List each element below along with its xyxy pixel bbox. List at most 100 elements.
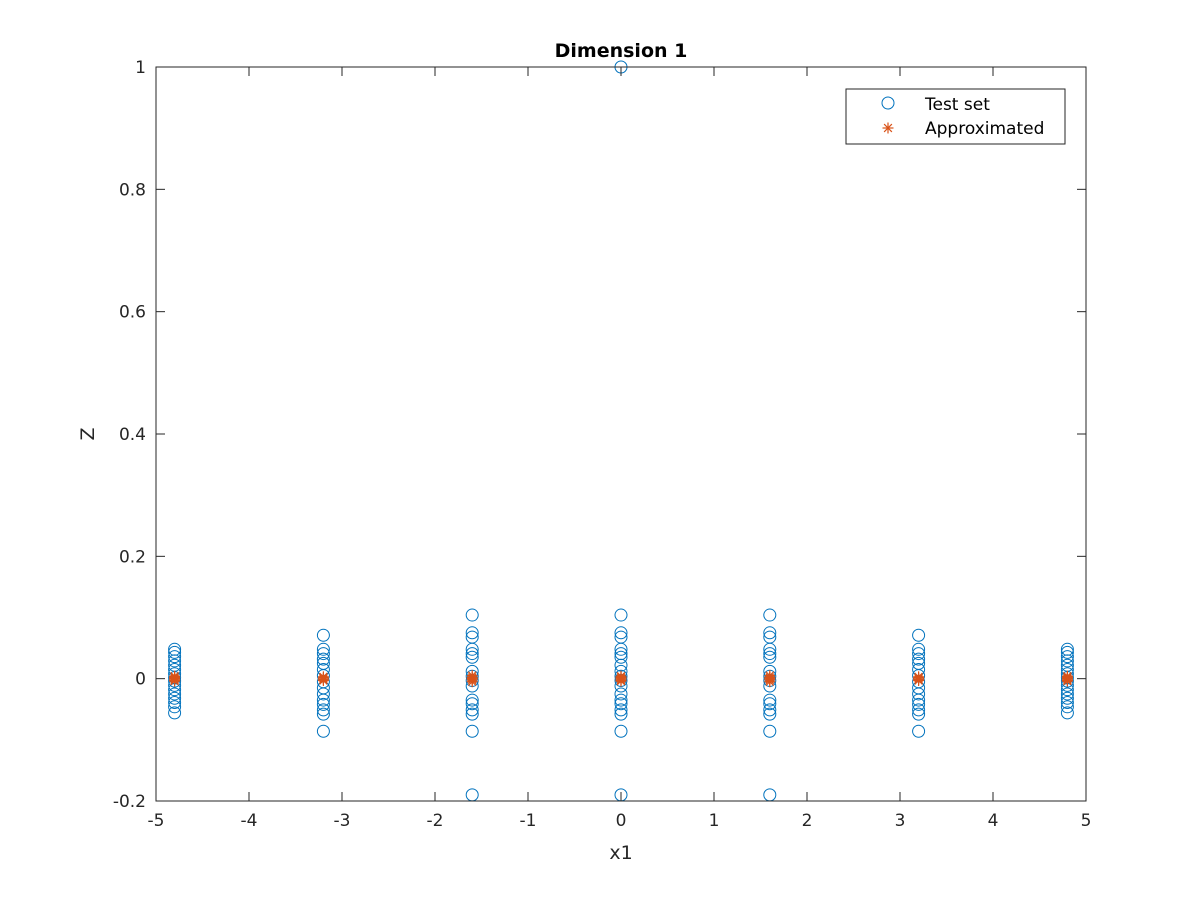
test-set-point-6-15	[1060, 706, 1074, 720]
y-tick-label-2: 0.2	[119, 547, 146, 567]
test-set-point-0-1	[168, 645, 182, 659]
test-set-point-2-3	[465, 642, 479, 656]
chart-title: Dimension 1	[555, 40, 688, 62]
approximated-point-0-4	[169, 675, 181, 687]
test-set-point-5-11	[912, 697, 926, 711]
test-set-point-5-0	[912, 628, 926, 642]
test-set-point-0-3	[168, 654, 182, 668]
approximated-marks	[169, 670, 1073, 688]
test-set-point-6-12	[1060, 691, 1074, 705]
test-set-point-5-1	[912, 642, 926, 656]
x-tick-label-1: -4	[241, 811, 258, 831]
test-set-point-3-12	[614, 687, 628, 701]
test-set-point-0-2	[168, 650, 182, 664]
test-set-point-6-1	[1060, 645, 1074, 659]
approximated-point-4-4	[764, 676, 776, 688]
y-axis-label: Z	[77, 427, 99, 440]
test-set-point-5-9	[912, 687, 926, 701]
test-set-point-0-11	[168, 687, 182, 701]
approximated-point-3-4	[615, 675, 627, 687]
test-set-point-5-3	[912, 652, 926, 666]
x-tick-label-9: 4	[988, 811, 999, 831]
test-set-point-0-12	[168, 691, 182, 705]
test-set-point-0-15	[168, 706, 182, 720]
test-set-point-0-14	[168, 700, 182, 714]
approximated-point-6-4	[1061, 675, 1073, 687]
test-set-point-1-3	[316, 652, 330, 666]
x-tick-label-7: 2	[802, 811, 813, 831]
test-set-point-2-14	[465, 724, 479, 738]
approximated-point-5-3	[913, 675, 925, 687]
legend-label-approximated: Approximated	[925, 119, 1044, 139]
y-tick-label-1: 0	[135, 670, 146, 690]
legend-box	[845, 88, 1066, 145]
x-tick-label-5: 0	[616, 811, 627, 831]
approximated-point-1-3	[317, 675, 329, 687]
test-set-point-4-13	[763, 707, 777, 721]
x-tick-label-0: -5	[148, 811, 165, 831]
test-set-point-2-1	[465, 626, 479, 640]
test-set-point-1-1	[316, 642, 330, 656]
x-axis-label: x1	[609, 842, 632, 864]
y-tick-label-3: 0.4	[119, 425, 146, 445]
test-set-point-3-2	[614, 626, 628, 640]
x-tick-labels: -5 -4 -3 -2 -1 0 1 2 3 4 5	[148, 811, 1092, 831]
test-set-point-1-14	[316, 724, 330, 738]
test-set-point-1-13	[316, 707, 330, 721]
test-set-point-5-14	[912, 724, 926, 738]
test-set-point-3-17	[614, 724, 628, 738]
test-set-point-6-14	[1060, 700, 1074, 714]
y-tick-label-5: 0.8	[119, 180, 146, 200]
test-set-point-3-15	[614, 703, 628, 717]
test-set-point-5-12	[912, 703, 926, 717]
test-set-point-4-10	[763, 693, 777, 707]
legend-asterisk-glyph	[882, 122, 894, 134]
x-tick-label-3: -2	[427, 811, 444, 831]
y-tick-label-0: -0.2	[113, 792, 146, 812]
test-set-point-3-4	[614, 642, 628, 656]
approximated-point-2-4	[466, 676, 478, 688]
y-tick-label-4: 0.6	[119, 303, 146, 323]
plot-background	[156, 67, 1086, 801]
test-set-point-1-0	[316, 628, 330, 642]
test-set-point-2-12	[465, 703, 479, 717]
test-set-point-4-4	[763, 647, 777, 661]
y-tick-label-6: 1	[135, 58, 146, 78]
axis-ticks	[155, 66, 1087, 802]
test-set-point-6-13	[1060, 696, 1074, 710]
test-set-point-4-14	[763, 724, 777, 738]
test-set-point-4-1	[763, 626, 777, 640]
test-set-point-5-2	[912, 647, 926, 661]
test-set-point-2-5	[465, 650, 479, 664]
test-set-point-4-0	[763, 608, 777, 622]
test-set-point-2-0	[465, 608, 479, 622]
test-set-point-3-14	[614, 697, 628, 711]
test-set-point-2-10	[465, 693, 479, 707]
test-set-point-3-6	[614, 650, 628, 664]
legend-marker-approximated	[882, 122, 894, 134]
test-set-point-6-2	[1060, 650, 1074, 664]
test-set-point-2-4	[465, 647, 479, 661]
test-set-point-4-12	[763, 703, 777, 717]
x-tick-label-2: -3	[334, 811, 351, 831]
test-set-point-0-13	[168, 696, 182, 710]
test-set-point-4-5	[763, 650, 777, 664]
test-set-point-4-11	[763, 697, 777, 711]
test-set-point-4-3	[763, 642, 777, 656]
legend: Test set Approximated	[845, 88, 1066, 145]
test-set-point-1-11	[316, 697, 330, 711]
test-set-point-3-1	[614, 608, 628, 622]
test-set-point-2-13	[465, 707, 479, 721]
test-set-point-1-2	[316, 647, 330, 661]
legend-marker-test-set	[881, 96, 895, 110]
test-set-point-1-10	[316, 693, 330, 707]
test-set-point-5-10	[912, 693, 926, 707]
test-set-point-5-13	[912, 707, 926, 721]
x-tick-label-8: 3	[895, 811, 906, 831]
test-set-point-1-12	[316, 703, 330, 717]
test-set-point-2-11	[465, 697, 479, 711]
x-tick-label-10: 5	[1081, 811, 1092, 831]
y-tick-labels: -0.2 0 0.2 0.4 0.6 0.8 1	[113, 58, 146, 812]
legend-label-test-set: Test set	[924, 95, 990, 115]
